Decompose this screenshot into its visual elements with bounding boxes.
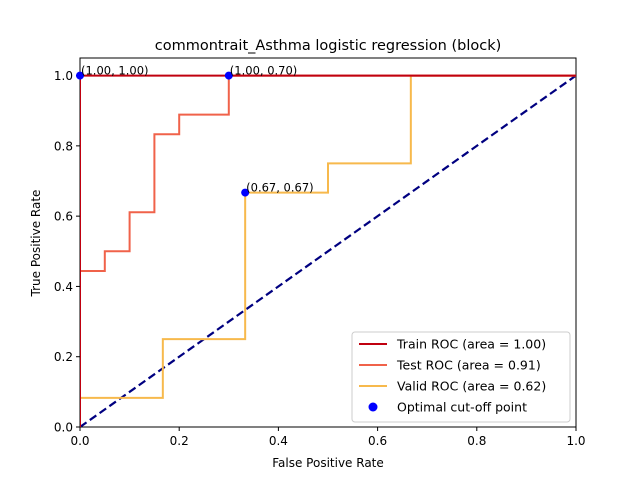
- plot-area: 0.0 0.2 0.4 0.6 0.8 1.0 0.0 0.2 0.4 0.6 0.8 1.0 (1.0…: [54, 57, 586, 448]
- y-tick-label: 1.0: [54, 69, 73, 83]
- optimal-point-annotation: (1.00, 0.70): [230, 64, 297, 78]
- y-tick-label: 0.6: [54, 210, 73, 224]
- y-tick-label: 0.4: [54, 280, 73, 294]
- optimal-point-marker: [76, 71, 84, 80]
- legend-entry-label: Test ROC (area = 0.91): [396, 358, 541, 373]
- x-tick-label: 0.6: [368, 434, 387, 448]
- legend-swatch-dot: [368, 402, 378, 412]
- x-tick-label: 1.0: [566, 434, 585, 448]
- optimal-point-annotation: (0.67, 0.67): [246, 181, 314, 195]
- y-tick-label: 0.2: [54, 350, 73, 364]
- x-tick-label: 0.8: [467, 434, 486, 448]
- series-test-roc-line: [80, 74, 576, 427]
- legend-entry-label: Valid ROC (area = 0.62): [397, 379, 546, 394]
- legend-entry-label: Optimal cut-off point: [397, 400, 527, 415]
- legend: Train ROC (area = 1.00) Test ROC (area = …: [351, 331, 571, 423]
- series-train-roc-line: [80, 74, 576, 427]
- legend-box: [351, 331, 571, 423]
- x-axis-label: False Positive Rate: [272, 456, 384, 470]
- y-tick-label: 0.0: [54, 421, 73, 435]
- optimal-point-marker: [241, 188, 250, 197]
- optimal-point-marker: [224, 71, 233, 80]
- chart-title: commontrait_Asthma logistic regression (…: [155, 38, 502, 54]
- x-tick-label: 0.4: [269, 434, 288, 448]
- optimal-point-annotation: (1.00, 1.00): [81, 64, 149, 78]
- legend-entry-label: Train ROC (area = 1.00): [396, 337, 546, 352]
- x-tick-label: 0.2: [170, 434, 189, 448]
- x-tick-label: 0.0: [70, 434, 89, 448]
- y-axis-label: True Positive Rate: [29, 190, 43, 298]
- y-tick-label: 0.8: [54, 139, 73, 153]
